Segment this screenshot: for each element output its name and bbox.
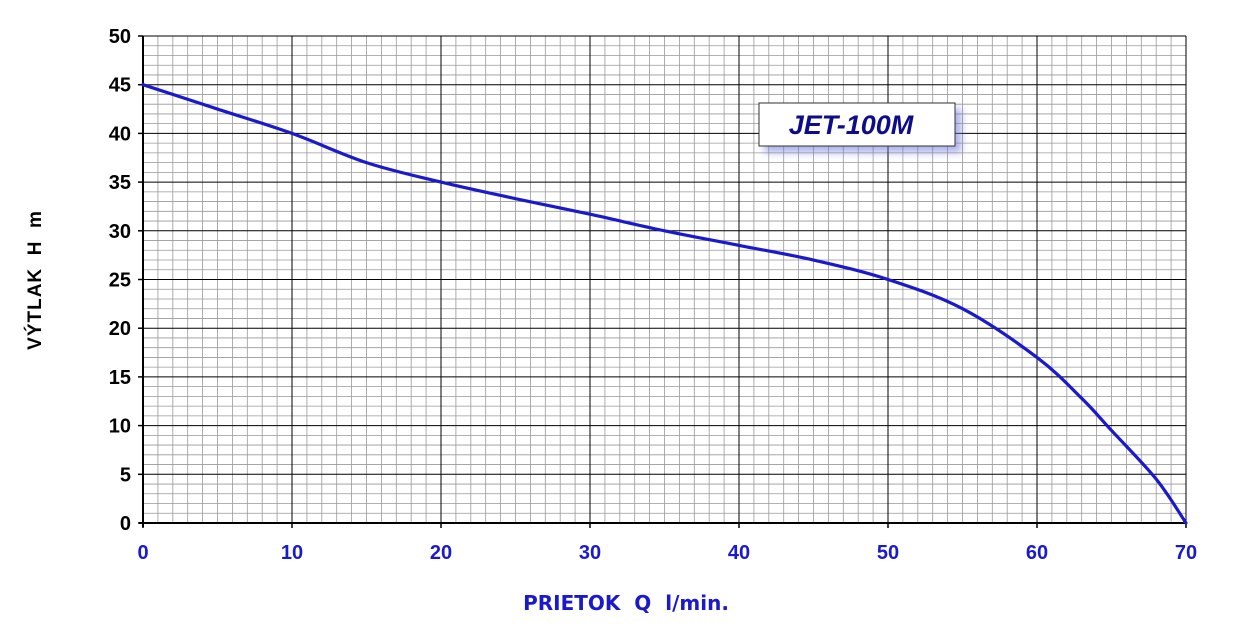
x-tick-labels: 0 10 20 30 40 50 60 70 [137,542,1197,564]
x-tick-label: 20 [430,542,452,564]
y-tick-label: 40 [109,123,131,145]
y-tick-label: 15 [109,367,131,389]
x-tick-label: 30 [579,542,601,564]
x-axis-label: PRIETOK Q l/min. [523,591,729,615]
y-tick-label: 50 [109,26,131,48]
y-tick-label: 5 [120,464,131,486]
legend: JET-100M [758,102,956,147]
axes [138,35,1187,528]
y-tick-label: 25 [109,270,131,292]
series-layer [141,83,1188,525]
x-tick-label: 60 [1026,542,1048,564]
x-tick-label: 40 [728,542,750,564]
y-tick-labels: 0 5 10 15 20 25 30 35 40 45 50 [109,26,131,535]
y-tick-label: 10 [109,416,131,438]
y-tick-label: 30 [109,221,131,243]
legend-series-name: JET-100M [789,110,914,140]
x-tick-label: 10 [281,542,303,564]
x-tick-label: 70 [1175,542,1197,564]
series-line-jet-100m [141,83,1188,525]
legend-box [758,102,956,147]
y-tick-label: 45 [109,75,131,97]
x-tick-label: 50 [877,542,899,564]
x-tick-label: 0 [137,542,148,564]
y-axis-label: VÝTLAK H m [24,210,46,350]
y-tick-label: 0 [120,513,131,535]
y-tick-label: 35 [109,172,131,194]
y-tick-label: 20 [109,318,131,340]
